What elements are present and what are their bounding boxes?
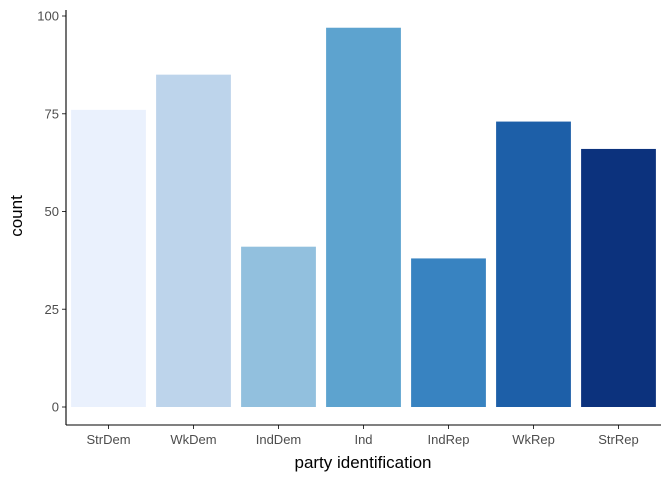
- y-tick-label: 0: [52, 400, 59, 415]
- bar-ind: [326, 27, 401, 407]
- x-axis-title: party identification: [294, 453, 431, 472]
- x-tick-label: IndDem: [256, 432, 302, 447]
- x-ticks-group: StrDem WkDem IndDem Ind IndRep WkRep StrRep: [86, 425, 639, 447]
- bars-group: [71, 27, 656, 408]
- x-tick-label: StrRep: [598, 432, 638, 447]
- y-tick-label: 100: [37, 9, 59, 24]
- x-tick-label: WkDem: [170, 432, 216, 447]
- bar-inddem: [241, 246, 316, 407]
- x-tick-label: IndRep: [428, 432, 470, 447]
- y-tick-label: 50: [45, 204, 59, 219]
- bar-indrep: [411, 258, 486, 407]
- bar-strdem: [71, 109, 146, 407]
- y-tick-label: 75: [45, 106, 59, 121]
- bar-strrep: [581, 148, 656, 407]
- x-tick-label: Ind: [354, 432, 372, 447]
- y-tick-label: 25: [45, 302, 59, 317]
- y-ticks-group: 0 25 50 75 100: [37, 9, 66, 415]
- bar-wkrep: [496, 121, 571, 407]
- x-tick-label: StrDem: [86, 432, 130, 447]
- bar-wkdem: [156, 74, 231, 408]
- y-axis-title: count: [7, 195, 26, 237]
- x-tick-label: WkRep: [512, 432, 555, 447]
